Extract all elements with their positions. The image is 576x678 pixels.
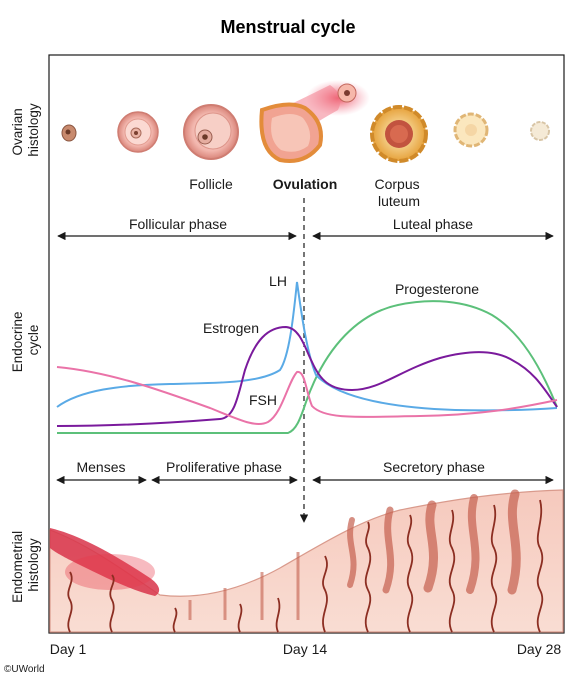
diagram-frame [48, 54, 565, 634]
ovulating-follicle [259, 80, 370, 163]
lh-label: LH [269, 273, 287, 289]
estrogen-curve [56, 325, 558, 427]
day-14-label: Day 14 [283, 641, 328, 657]
day-28-label: Day 28 [517, 641, 562, 657]
diagram-title: Menstrual cycle [220, 17, 355, 37]
secondary-follicle [183, 104, 239, 160]
luteal-phase-label: Luteal phase [393, 216, 473, 232]
hormone-curves [56, 281, 558, 434]
endocrine-cycle-label: Endocrine cycle [10, 308, 41, 373]
primordial-follicle [61, 124, 77, 142]
menses-label: Menses [76, 459, 125, 475]
progesterone-curve [57, 300, 558, 434]
proliferative-phase-label: Proliferative phase [166, 459, 282, 475]
fsh-label: FSH [249, 392, 277, 408]
ovulation-label: Ovulation [273, 176, 338, 192]
estrogen-label: Estrogen [203, 320, 259, 336]
endometrial-histology-label: Endometrial histology [10, 527, 41, 603]
ovarian-histology-label: Ovarian histology [10, 103, 41, 157]
progesterone-label: Progesterone [395, 281, 479, 297]
corpus-luteum-label: Corpus luteum [374, 176, 423, 209]
regressing-corpus-luteum [453, 112, 489, 148]
fsh-curve [56, 366, 558, 426]
corpus-luteum [370, 105, 428, 163]
secretory-phase-label: Secretory phase [383, 459, 485, 475]
lh-curve [56, 281, 558, 412]
follicle-label: Follicle [189, 176, 233, 192]
primary-follicle [117, 111, 159, 153]
follicular-phase-label: Follicular phase [129, 216, 227, 232]
ovarian-histology-row [61, 80, 550, 163]
day-1-label: Day 1 [50, 641, 87, 657]
endometrium-illustration [49, 489, 564, 633]
corpus-albicans [530, 121, 550, 141]
credit-label: ©UWorld [4, 664, 45, 675]
